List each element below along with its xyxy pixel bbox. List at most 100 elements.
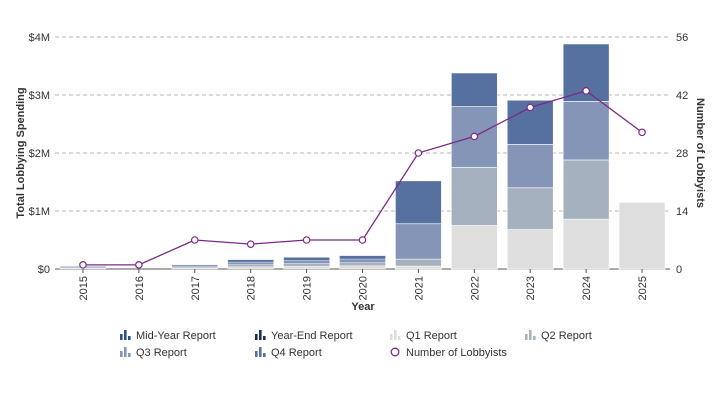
lobbyists-point-2020[interactable] [358,236,367,244]
bar-segment-2020 [339,258,386,263]
x-tick-label: 2017 [190,276,202,300]
x-tick-label: 2022 [469,276,481,300]
lobbyists-point-2017[interactable] [190,236,199,244]
bar-icon [255,347,266,357]
bar-q1-report-2024 [562,218,610,270]
bar-segment-2019 [283,263,330,267]
bar-icon [390,330,401,340]
y-tick-label: $2M [29,148,50,160]
bar-segment-2019 [283,265,330,270]
lobbyists-line [79,87,646,269]
lobbyists-point-2018[interactable] [246,240,255,248]
x-tick-label: 2016 [134,276,146,300]
bar-q1-report-2023 [506,229,554,270]
bar-icon-bar [259,347,262,357]
y2-tick-label: 0 [676,264,682,276]
lobbyists-point-2016[interactable] [135,261,143,269]
line-marker-icon [390,347,400,357]
bar-icon-bar [259,330,262,340]
legend-label: Q1 Report [406,330,457,342]
y2-tick-label: 42 [676,90,688,102]
legend-label: Q4 Report [271,347,322,359]
legend-label: Q2 Report [541,330,592,342]
bar-icon-bar [398,336,401,340]
bar-q1-report-2022 [451,225,498,270]
legend-item-q2-report[interactable]: Q2 Report [525,330,592,342]
y-tick-label: $3M [29,90,50,102]
bars [59,43,666,270]
bar-q2-report-2021 [395,258,442,267]
bar-q2-report-2022 [451,167,498,226]
bar-segment-2017 [171,266,218,269]
bar-icon [120,347,131,357]
lobbyists-point-2024[interactable] [582,87,590,95]
bar-icon-bar [255,351,258,357]
axes: $0 0 $1M 14 $2M 28 $3M 42 $4M 56 2015 2016 2017 2018 2… [29,32,689,300]
bar-segment-2020 [339,255,386,260]
bar-icon-bar [124,330,127,340]
bar-q1-report-2025 [618,202,666,270]
y-axis-title: Total Lobbying Spending [15,87,27,218]
y2-axis-title: Number of Lobbyists [694,98,706,208]
bar-icon-bar [390,334,393,340]
legend-item-q3-report[interactable]: Q3 Report [120,347,187,359]
x-tick-label: 2018 [246,276,258,300]
bar-icon-bar [394,330,397,340]
y-tick-label: $1M [29,206,50,218]
bar-icon-bar [124,347,127,357]
bar-q4-report-2022 [451,72,498,107]
bar-icon-bar [120,351,123,357]
bar-q1-report-2021 [395,265,442,270]
y-tick-label: $0 [38,264,50,276]
y2-tick-label: 14 [676,206,688,218]
legend-item-q4-report[interactable]: Q4 Report [255,347,322,359]
x-tick-label: 2025 [637,276,649,300]
bar-icon-bar [529,330,532,340]
legend-item-q1-report[interactable]: Q1 Report [390,330,457,342]
bar-icon-bar [263,336,266,340]
bar-segment-2019 [283,260,330,264]
bar-icon-bar [533,336,536,340]
bar-icon-bar [120,334,123,340]
x-tick-label: 2020 [358,276,370,300]
bar-segment-2018 [227,266,274,270]
bar-icon-bar [128,353,131,357]
x-tick-label: 2015 [78,276,90,300]
legend-item-year-end-report[interactable]: Year-End Report [255,330,353,342]
x-tick-label: 2024 [581,276,593,300]
bar-icon-bar [263,353,266,357]
bar-q2-report-2024 [562,159,610,220]
legend-item-mid-year-report[interactable]: Mid-Year Report [120,330,216,342]
bar-icon-bar [128,336,131,340]
bar-icon-bar [525,334,528,340]
x-tick-label: 2023 [525,276,537,300]
bar-segment-2017 [171,265,218,268]
bar-q4-report-2021 [395,180,442,225]
lobbyists-point-2019[interactable] [302,236,311,244]
bar-q3-report-2022 [451,106,498,168]
bar-q3-report-2021 [395,223,442,260]
legend-label: Year-End Report [271,330,353,342]
lobbyists-point-2021[interactable] [414,149,423,157]
bar-icon [525,330,536,340]
legend-label: Number of Lobbyists [406,347,507,359]
bar-segment-2017 [171,267,218,270]
lobbyists-point-2025[interactable] [638,128,646,137]
x-axis-title: Year [351,301,375,313]
legend-item-number-of-lobbyists[interactable]: Number of Lobbyists [390,347,507,359]
y2-tick-label: 28 [676,148,688,160]
bar-icon [120,330,131,340]
bar-q3-report-2024 [562,101,610,161]
legend-label: Mid-Year Report [136,330,216,342]
bar-segment-2020 [339,262,386,266]
x-tick-label: 2021 [413,276,425,300]
lobbyists-point-2023[interactable] [526,103,535,112]
bar-segment-2019 [283,257,330,261]
bar-q3-report-2023 [506,144,554,189]
bar-q2-report-2023 [506,187,554,230]
bar-icon-bar [255,334,258,340]
lobbyists-point-2015[interactable] [79,261,87,269]
lobbyists-point-2022[interactable] [470,132,479,141]
bar-icon [255,330,266,340]
